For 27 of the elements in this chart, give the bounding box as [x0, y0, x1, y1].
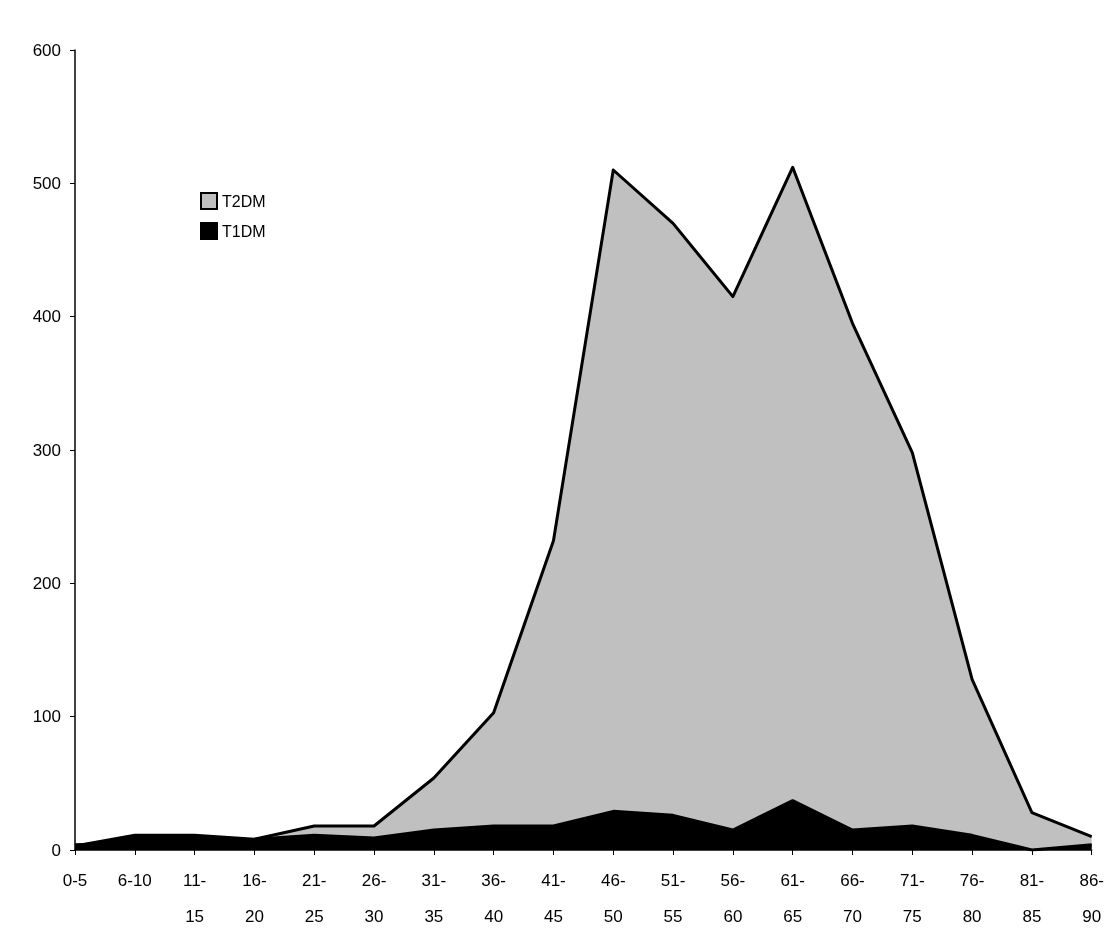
x-tick-label: 76-80 — [959, 870, 985, 926]
y-tick-label: 500 — [32, 173, 61, 193]
x-tick-label: 31-35 — [421, 870, 447, 926]
x-tick-label: 36-40 — [481, 870, 506, 926]
x-tick-label: 26-30 — [361, 870, 387, 926]
y-tick-label: 400 — [32, 307, 61, 327]
x-tick-label: 66-70 — [840, 870, 865, 926]
x-tick-label: 41-45 — [541, 870, 566, 926]
y-tick-label: 100 — [32, 707, 61, 727]
x-tick-label: 6-10 — [117, 870, 152, 890]
y-tick-label: 300 — [32, 440, 61, 460]
y-tick-label: 0 — [51, 840, 61, 860]
y-tick-label: 200 — [32, 573, 61, 593]
x-tick-label: 51-55 — [660, 870, 686, 926]
y-tick-label: 600 — [32, 40, 61, 60]
x-tick-label: 56-60 — [720, 870, 746, 926]
x-tick-label: 21-25 — [301, 870, 327, 926]
x-tick-label: 11-15 — [182, 870, 207, 926]
legend-label: T1DM — [222, 222, 266, 240]
x-tick-label: 81-85 — [1019, 870, 1045, 926]
x-tick-label: 16-20 — [242, 870, 267, 926]
x-tick-label: 86-90 — [1079, 870, 1104, 926]
x-tick-label: 61-65 — [780, 870, 805, 926]
x-tick-label: 46-50 — [600, 870, 626, 926]
legend-label: T2DM — [222, 192, 266, 210]
x-tick-label: 71-75 — [900, 870, 925, 926]
x-tick-label: 0-5 — [62, 870, 88, 890]
